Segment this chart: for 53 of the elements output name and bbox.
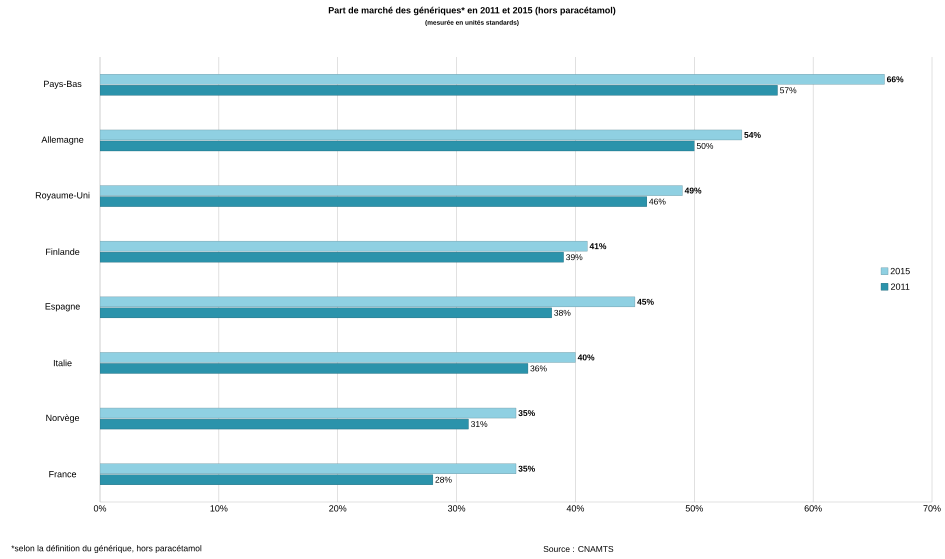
data-label: 45% [637, 298, 654, 305]
data-label: 66% [886, 76, 904, 82]
y-tick-label: Italie [54, 360, 72, 366]
x-tick-label: 10% [210, 505, 228, 512]
bar [100, 418, 469, 430]
data-label: 36% [530, 365, 547, 372]
y-tick-label: Pays-Bas [44, 80, 82, 89]
data-label: 28% [435, 476, 452, 483]
data-label: 57% [780, 87, 796, 94]
y-tick-label: Espagne [46, 303, 80, 312]
data-label: 39% [566, 254, 582, 260]
x-tick-label: 30% [448, 505, 466, 512]
y-tick-label: Norvège [46, 414, 80, 423]
legend-label: 2011 [891, 283, 910, 290]
bar [100, 196, 647, 207]
x-tick-label: 60% [804, 505, 822, 512]
bar [100, 185, 683, 196]
y-tick-label: France [49, 471, 76, 478]
bar [100, 352, 576, 363]
bar [100, 296, 636, 308]
data-label: 35% [518, 410, 535, 416]
bar [100, 74, 885, 85]
bar [100, 474, 434, 485]
bar [100, 252, 564, 262]
x-tick-label: 70% [923, 505, 941, 512]
data-label: 38% [554, 310, 571, 316]
bar [100, 130, 742, 140]
data-label: 49% [684, 188, 702, 194]
x-tick-label: 50% [686, 505, 703, 512]
data-label: 54% [744, 132, 761, 138]
data-label: 41% [590, 243, 606, 250]
y-tick-label: Royaume-Uni [36, 192, 90, 200]
bar [100, 140, 694, 152]
bar [100, 308, 552, 318]
y-tick-label: Finlande [46, 248, 80, 255]
data-label: 35% [518, 466, 535, 472]
source-note: Source : CNAMTS [544, 546, 614, 552]
data-label: 40% [578, 354, 594, 360]
data-label: 50% [696, 142, 714, 149]
chart-title: Part de marché des génériques* en 2011 et 2015 (hors paracétamol) [328, 6, 616, 16]
bar [100, 240, 588, 252]
bar [100, 85, 778, 96]
bar [100, 408, 516, 418]
x-tick-label: 0% [94, 505, 106, 512]
data-label: 46% [649, 198, 666, 205]
legend-label: 2015 [890, 268, 910, 274]
x-tick-label: 20% [329, 505, 346, 512]
x-tick-label: 40% [566, 505, 584, 512]
bar [100, 463, 516, 474]
data-label: 31% [470, 421, 488, 428]
y-tick-label: Allemagne [41, 136, 84, 145]
text: *selon la définition du générique, hors paracétamol [11, 545, 202, 553]
bar [100, 363, 528, 374]
